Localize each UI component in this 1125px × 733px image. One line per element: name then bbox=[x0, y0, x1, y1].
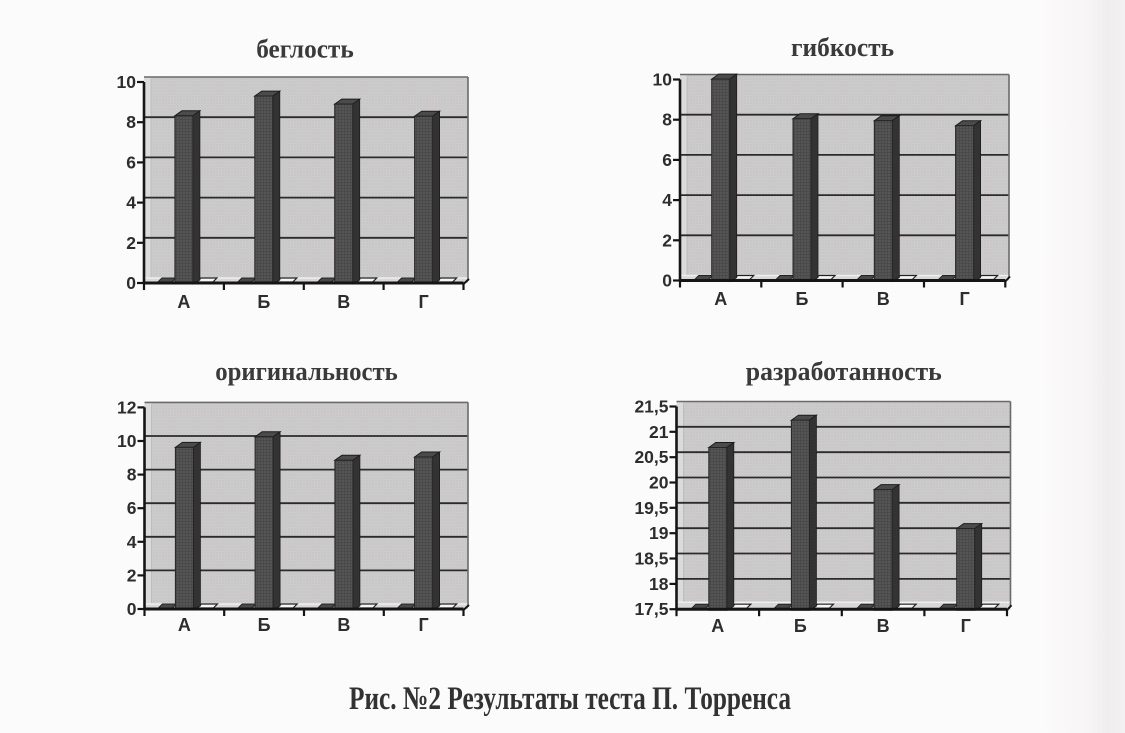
svg-text:8: 8 bbox=[126, 112, 136, 132]
svg-text:10: 10 bbox=[117, 72, 137, 92]
svg-text:А: А bbox=[178, 615, 191, 635]
svg-text:Рис. №2 Результаты теста П. То: Рис. №2 Результаты теста П. Торренса bbox=[349, 681, 791, 717]
svg-text:Г: Г bbox=[418, 615, 428, 635]
svg-text:беглость: беглость bbox=[256, 34, 354, 64]
svg-text:19,5: 19,5 bbox=[634, 498, 668, 518]
svg-text:6: 6 bbox=[126, 152, 136, 172]
svg-text:А: А bbox=[177, 292, 190, 312]
svg-text:0: 0 bbox=[126, 273, 136, 293]
svg-text:2: 2 bbox=[126, 233, 136, 253]
svg-text:6: 6 bbox=[127, 498, 137, 518]
svg-text:В: В bbox=[877, 616, 890, 636]
svg-text:4: 4 bbox=[127, 532, 137, 552]
svg-text:21: 21 bbox=[649, 422, 669, 442]
svg-text:А: А bbox=[711, 616, 724, 636]
svg-text:0: 0 bbox=[662, 271, 672, 291]
svg-text:21,5: 21,5 bbox=[634, 397, 668, 417]
svg-text:Б: Б bbox=[257, 292, 270, 312]
svg-text:Г: Г bbox=[418, 292, 428, 312]
svg-text:8: 8 bbox=[127, 465, 137, 485]
svg-text:8: 8 bbox=[662, 110, 672, 130]
svg-text:17,5: 17,5 bbox=[634, 599, 668, 619]
svg-text:2: 2 bbox=[662, 230, 672, 250]
svg-text:В: В bbox=[337, 292, 350, 312]
svg-text:Б: Б bbox=[796, 289, 809, 309]
svg-text:Г: Г bbox=[961, 616, 971, 636]
svg-text:12: 12 bbox=[117, 397, 137, 417]
svg-text:оригинальность: оригинальность bbox=[215, 356, 397, 386]
svg-text:В: В bbox=[877, 289, 890, 309]
svg-text:4: 4 bbox=[126, 193, 136, 213]
svg-text:6: 6 bbox=[662, 150, 672, 170]
svg-text:Б: Б bbox=[794, 616, 807, 636]
svg-text:4: 4 bbox=[662, 190, 672, 210]
svg-text:В: В bbox=[337, 615, 350, 635]
svg-text:18: 18 bbox=[649, 574, 669, 594]
svg-text:гибкость: гибкость bbox=[791, 32, 894, 62]
svg-text:А: А bbox=[714, 289, 727, 309]
svg-text:0: 0 bbox=[127, 599, 137, 619]
svg-text:разработанность: разработанность bbox=[746, 356, 942, 386]
svg-text:10: 10 bbox=[653, 70, 673, 90]
svg-text:20: 20 bbox=[649, 473, 669, 493]
svg-text:2: 2 bbox=[127, 565, 137, 585]
svg-text:18,5: 18,5 bbox=[634, 549, 668, 569]
svg-text:10: 10 bbox=[117, 431, 137, 451]
svg-text:20,5: 20,5 bbox=[634, 447, 668, 467]
svg-text:19: 19 bbox=[649, 523, 669, 543]
svg-text:Б: Б bbox=[258, 615, 271, 635]
svg-text:Г: Г bbox=[959, 289, 969, 309]
